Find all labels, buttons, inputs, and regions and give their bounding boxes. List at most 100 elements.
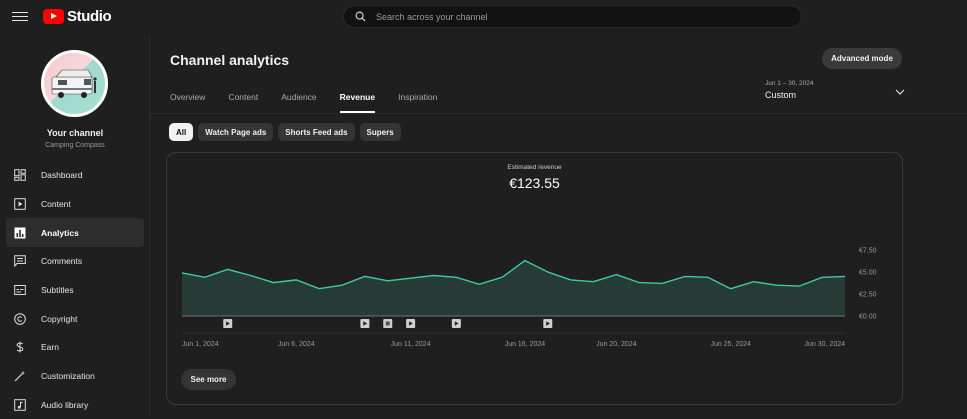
sidebar-item-earn[interactable]: Earn bbox=[6, 333, 144, 362]
main-content: Channel analytics Advanced mode Overview… bbox=[150, 36, 967, 416]
revenue-filter-chips: All Watch Page ads Shorts Feed ads Super… bbox=[169, 123, 401, 141]
date-range-label: Custom bbox=[765, 90, 905, 100]
x-tick-label: Jun 1, 2024 bbox=[182, 341, 219, 348]
tabs-divider bbox=[150, 113, 967, 114]
comments-icon bbox=[13, 255, 26, 268]
sidebar-item-label: Subtitles bbox=[41, 285, 74, 295]
tab-content[interactable]: Content bbox=[228, 92, 258, 113]
sidebar-item-label: Analytics bbox=[41, 228, 79, 238]
data-point[interactable] bbox=[774, 283, 778, 287]
sidebar-item-content[interactable]: Content bbox=[6, 190, 144, 219]
data-point[interactable] bbox=[363, 274, 367, 278]
data-point[interactable] bbox=[660, 281, 664, 285]
search-bar[interactable] bbox=[343, 5, 802, 28]
x-tick-label: Jun 6, 2024 bbox=[278, 341, 315, 348]
dashboard-icon bbox=[13, 169, 26, 182]
chip-watch-page-ads[interactable]: Watch Page ads bbox=[198, 123, 273, 141]
data-point[interactable] bbox=[706, 275, 710, 279]
advanced-mode-button[interactable]: Advanced mode bbox=[822, 48, 902, 69]
data-point[interactable] bbox=[249, 274, 253, 278]
sidebar-item-label: Audio library bbox=[41, 400, 88, 410]
chevron-down-icon bbox=[895, 88, 905, 96]
search-input[interactable] bbox=[376, 6, 776, 27]
tab-overview[interactable]: Overview bbox=[170, 92, 205, 113]
x-tick-label: Jun 16, 2024 bbox=[505, 341, 546, 348]
data-point[interactable] bbox=[386, 279, 390, 283]
content-icon bbox=[13, 198, 26, 211]
data-point[interactable] bbox=[340, 283, 344, 287]
sidebar-item-analytics[interactable]: Analytics bbox=[6, 218, 144, 247]
chip-all[interactable]: All bbox=[169, 123, 193, 141]
tab-audience[interactable]: Audience bbox=[281, 92, 316, 113]
earn-icon bbox=[13, 341, 26, 354]
studio-logo[interactable]: Studio bbox=[43, 8, 111, 25]
y-tick-label: €5.00 bbox=[859, 270, 877, 277]
x-tick-label: Jun 20, 2024 bbox=[596, 341, 637, 348]
date-range-picker[interactable]: Jun 1 – 30, 2024 Custom bbox=[765, 80, 905, 100]
youtube-logo-icon bbox=[43, 9, 64, 24]
tab-inspiration[interactable]: Inspiration bbox=[398, 92, 437, 113]
data-point[interactable] bbox=[797, 284, 801, 288]
data-point[interactable] bbox=[523, 259, 527, 263]
short-glyph bbox=[386, 322, 390, 326]
sidebar-item-copyright[interactable]: Copyright bbox=[6, 304, 144, 333]
channel-avatar[interactable] bbox=[41, 50, 108, 117]
tab-revenue[interactable]: Revenue bbox=[340, 92, 375, 113]
data-point[interactable] bbox=[432, 274, 436, 278]
revenue-chart-card: Estimated revenue €123.55 €7.50€5.00€2.5… bbox=[166, 152, 903, 405]
x-tick-label: Jun 30, 2024 bbox=[805, 341, 846, 348]
data-point[interactable] bbox=[317, 287, 321, 291]
data-point[interactable] bbox=[203, 275, 207, 279]
hamburger-menu-icon[interactable] bbox=[12, 9, 28, 25]
data-point[interactable] bbox=[500, 275, 504, 279]
sidebar-item-label: Copyright bbox=[41, 314, 77, 324]
data-point[interactable] bbox=[546, 270, 550, 274]
sidebar-item-subtitles[interactable]: Subtitles bbox=[6, 276, 144, 305]
scroll-area bbox=[907, 36, 967, 416]
sidebar-item-customization[interactable]: Customization bbox=[6, 362, 144, 391]
data-point[interactable] bbox=[614, 273, 618, 277]
sidebar-item-comments[interactable]: Comments bbox=[6, 247, 144, 276]
copyright-icon bbox=[13, 312, 26, 325]
data-point[interactable] bbox=[180, 271, 184, 275]
data-point[interactable] bbox=[820, 275, 824, 279]
data-point[interactable] bbox=[226, 267, 230, 271]
data-point[interactable] bbox=[294, 278, 298, 282]
data-point[interactable] bbox=[454, 275, 458, 279]
channel-name: Camping Compass bbox=[0, 142, 150, 149]
x-tick-label: Jun 11, 2024 bbox=[391, 341, 431, 348]
sidebar-item-label: Earn bbox=[41, 342, 59, 352]
sidebar-item-audio-library[interactable]: Audio library bbox=[6, 391, 144, 419]
data-point[interactable] bbox=[683, 274, 687, 278]
chip-shorts-feed-ads[interactable]: Shorts Feed ads bbox=[278, 123, 354, 141]
channel-title: Your channel bbox=[0, 128, 150, 138]
date-range-dates: Jun 1 – 30, 2024 bbox=[765, 80, 905, 87]
data-point[interactable] bbox=[477, 282, 481, 286]
search-icon bbox=[355, 11, 366, 22]
data-point[interactable] bbox=[409, 276, 413, 280]
audio-library-icon bbox=[13, 398, 26, 411]
data-point[interactable] bbox=[637, 281, 641, 285]
analytics-icon bbox=[13, 226, 26, 239]
chip-supers[interactable]: Supers bbox=[360, 123, 401, 141]
sidebar: Your channel Camping Compass Dashboard C… bbox=[0, 36, 150, 416]
data-point[interactable] bbox=[843, 274, 847, 278]
data-point[interactable] bbox=[592, 280, 596, 284]
data-point[interactable] bbox=[752, 280, 756, 284]
y-tick-label: €2.50 bbox=[859, 292, 877, 299]
see-more-button[interactable]: See more bbox=[181, 369, 236, 390]
data-point[interactable] bbox=[271, 281, 275, 285]
data-point[interactable] bbox=[729, 287, 733, 291]
subtitles-icon bbox=[13, 284, 26, 297]
data-point[interactable] bbox=[569, 278, 573, 282]
logo-text: Studio bbox=[67, 8, 111, 25]
page-title: Channel analytics bbox=[170, 52, 289, 68]
camper-van-icon bbox=[44, 53, 105, 114]
sidebar-item-label: Customization bbox=[41, 371, 95, 381]
sidebar-item-label: Content bbox=[41, 199, 71, 209]
sidebar-item-label: Comments bbox=[41, 256, 82, 266]
customization-icon bbox=[13, 370, 26, 383]
sidebar-item-dashboard[interactable]: Dashboard bbox=[6, 161, 144, 190]
y-tick-label: €7.50 bbox=[859, 248, 877, 255]
